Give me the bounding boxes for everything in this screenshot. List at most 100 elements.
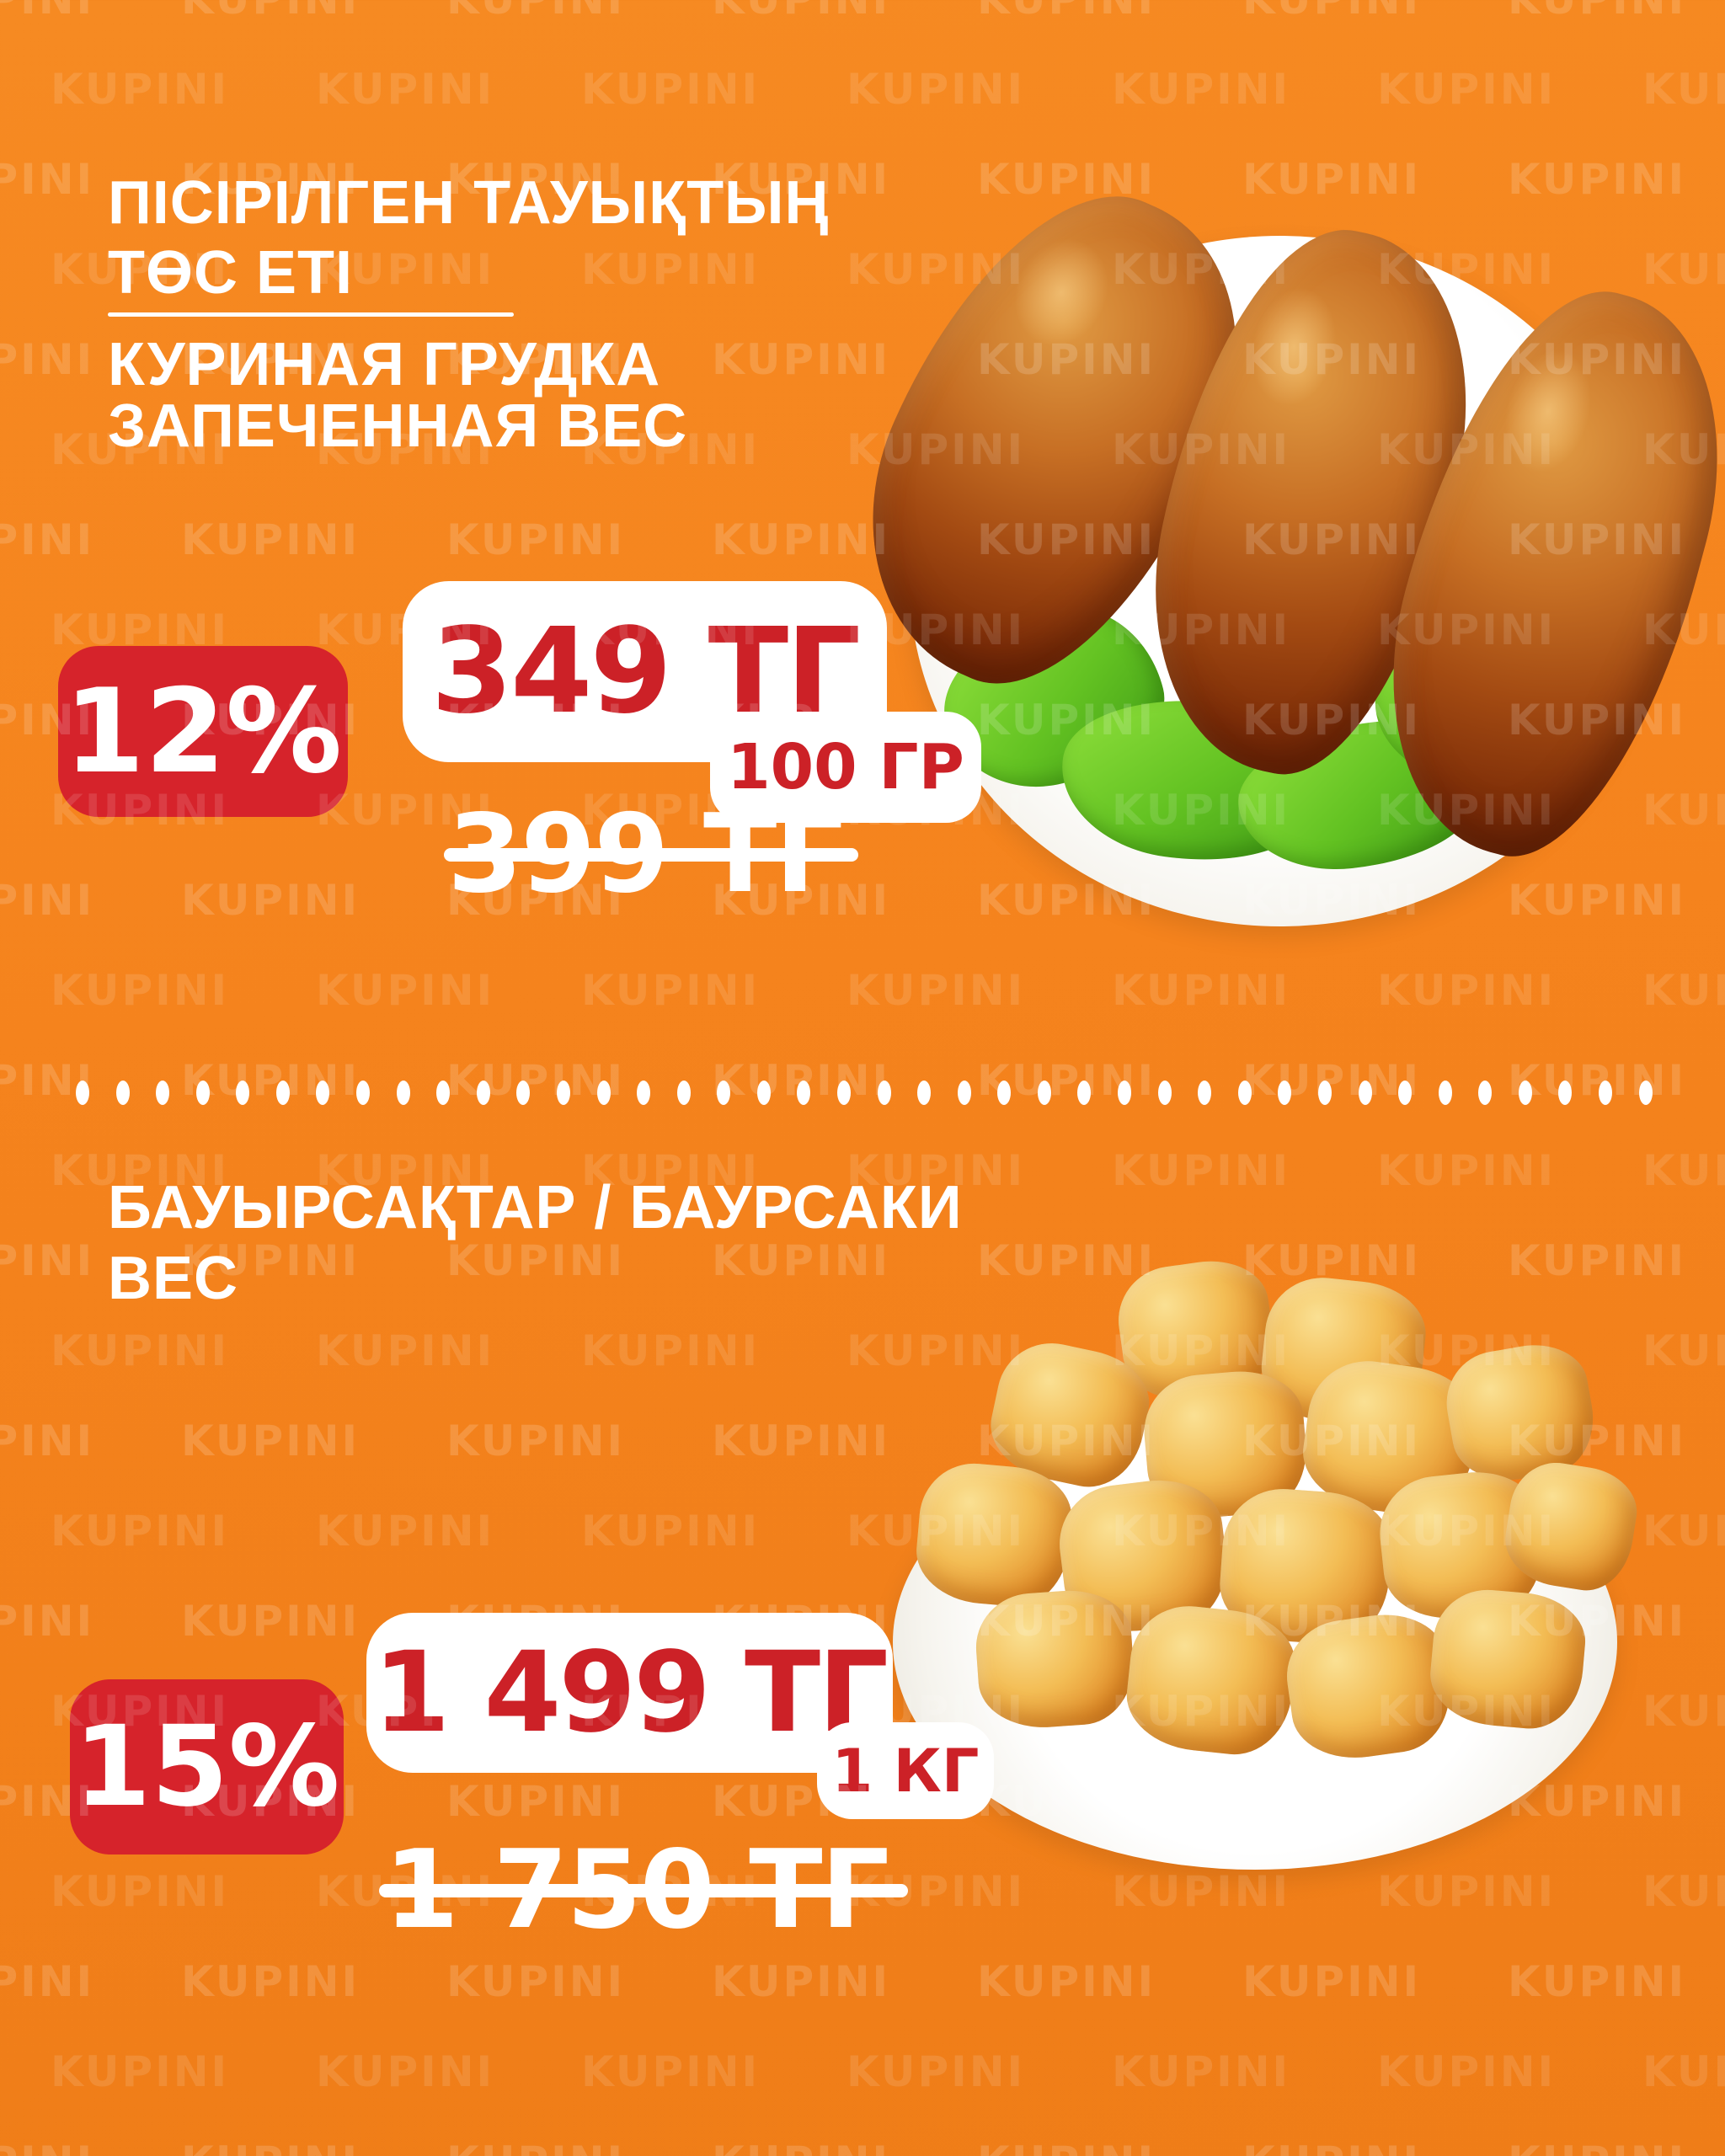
divider-dot (476, 1080, 490, 1105)
old-price-text: 1 750 ТГ (378, 1828, 909, 1953)
watermark-text: KUPINI (51, 2047, 230, 2096)
divider-dot (356, 1080, 371, 1105)
watermark-text: KUPINI (977, 0, 1156, 24)
divider-dot (396, 1080, 410, 1105)
divider-dot (1598, 1080, 1612, 1105)
divider-dot (1198, 1080, 1212, 1105)
divider-dot (156, 1080, 170, 1105)
divider-dot (917, 1080, 932, 1105)
watermark-text: KUPINI (1642, 1146, 1725, 1195)
watermark-text: KUPINI (581, 2047, 761, 2096)
watermark-text: KUPINI (1508, 2137, 1686, 2156)
watermark-text: KUPINI (0, 515, 95, 564)
watermark-text: KUPINI (1377, 2047, 1557, 2096)
watermark-text: KUPINI (0, 1597, 95, 1646)
product2-title-line1: БАУЫРСАҚТАР / БАУРСАКИ (108, 1174, 963, 1241)
watermark-text: KUPINI (1112, 2047, 1291, 2096)
watermark-text: KUPINI (1642, 2047, 1725, 2096)
watermark-text: KUPINI (581, 245, 761, 294)
watermark-text: KUPINI (1377, 966, 1557, 1015)
divider-dot (1317, 1080, 1332, 1105)
watermark-text: KUPINI (181, 2137, 360, 2156)
watermark-text: KUPINI (712, 515, 891, 564)
old-price: 1 750 ТГ (366, 1828, 909, 1953)
watermark-text: KUPINI (0, 1236, 95, 1285)
watermark-text: KUPINI (1242, 2137, 1421, 2156)
watermark-text: KUPINI (1508, 1957, 1687, 2006)
product2-title-line2: ВЕС (108, 1245, 239, 1312)
price-bubble: 1 499 ТГ (366, 1613, 893, 1773)
watermark-text: KUPINI (181, 1597, 360, 1646)
watermark-text: KUPINI (181, 1957, 360, 2006)
watermark-text: KUPINI (1642, 966, 1725, 1015)
watermark-text: KUPINI (712, 1417, 891, 1465)
watermark-text: KUPINI (846, 65, 1026, 114)
watermark-text: KUPINI (1242, 0, 1421, 24)
watermark-text: KUPINI (446, 0, 625, 24)
divider-dot (756, 1080, 771, 1105)
watermark-text: KUPINI (1377, 1146, 1557, 1195)
divider-dot (1077, 1080, 1092, 1105)
watermark-text: KUPINI (0, 876, 95, 925)
unit-bubble: 100 ГР (710, 712, 981, 823)
watermark-text: KUPINI (1642, 1687, 1725, 1736)
baursak-piece (1426, 1585, 1589, 1733)
watermark-text: KUPINI (181, 1417, 360, 1465)
divider-dot (717, 1080, 731, 1105)
divider-dot (596, 1080, 611, 1105)
watermark-text: KUPINI (316, 966, 495, 1015)
watermark-text: KUPINI (977, 1957, 1156, 2006)
divider-dot (836, 1080, 851, 1105)
watermark-text: KUPINI (0, 335, 95, 384)
divider-dot (236, 1080, 250, 1105)
divider-dot (1478, 1080, 1493, 1105)
watermark-text: KUPINI (581, 1507, 761, 1556)
watermark-text: KUPINI (446, 515, 626, 564)
watermark-text: KUPINI (181, 876, 360, 925)
watermark-text: KUPINI (51, 1867, 230, 1916)
divider-dot (1438, 1080, 1452, 1105)
watermark-text: KUPINI (0, 1957, 95, 2006)
watermark-text: KUPINI (0, 2137, 94, 2156)
divider-dot (556, 1080, 570, 1105)
divider-dot (1358, 1080, 1372, 1105)
product1-title-kk-line2: ТӨС ЕТІ (108, 239, 353, 307)
divider-dot (195, 1080, 210, 1105)
watermark-text: KUPINI (977, 2137, 1156, 2156)
watermark-text: KUPINI (316, 1507, 495, 1556)
divider-dot (637, 1080, 651, 1105)
watermark-text: KUPINI (1242, 1957, 1422, 2006)
watermark-text: KUPINI (51, 966, 230, 1015)
product1-title-ru-line1: КУРИНАЯ ГРУДКА (108, 331, 661, 398)
chicken-photo (811, 145, 1725, 935)
divider-dot (877, 1080, 891, 1105)
watermark-text: KUPINI (446, 1957, 626, 2006)
divider-dot (316, 1080, 330, 1105)
watermark-text: KUPINI (1508, 0, 1686, 24)
watermark-text: KUPINI (51, 65, 230, 114)
divider-dot (1398, 1080, 1413, 1105)
watermark-text: KUPINI (1642, 1507, 1725, 1556)
discount-badge: 15% (70, 1679, 344, 1854)
watermark-text: KUPINI (0, 1417, 95, 1465)
watermark-text: KUPINI (181, 0, 360, 24)
watermark-text: KUPINI (446, 2137, 625, 2156)
watermark-text: KUPINI (1377, 65, 1557, 114)
watermark-text: KUPINI (846, 2047, 1026, 2096)
product1-title-ru-line2: ЗАПЕЧЕННАЯ ВЕС (108, 392, 688, 460)
watermark-text: KUPINI (1642, 1326, 1725, 1375)
watermark-text: KUPINI (712, 335, 891, 384)
baursak-piece (912, 1459, 1076, 1611)
watermark-text: KUPINI (1112, 1146, 1291, 1195)
divider-dot (676, 1080, 691, 1105)
watermark-text: KUPINI (712, 1236, 891, 1285)
watermark-text: KUPINI (846, 966, 1026, 1015)
divider-dot (275, 1080, 290, 1105)
watermark-text: KUPINI (181, 515, 360, 564)
divider-dot (1638, 1080, 1653, 1105)
divider-dot (1558, 1080, 1573, 1105)
divider-dot (516, 1080, 531, 1105)
watermark-text: KUPINI (1642, 65, 1725, 114)
watermark-text: KUPINI (51, 1326, 230, 1375)
